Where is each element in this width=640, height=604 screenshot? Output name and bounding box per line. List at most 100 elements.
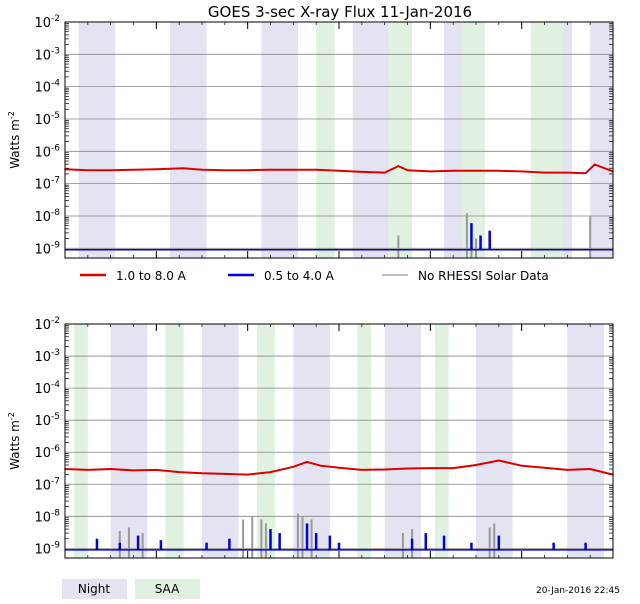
long-series-point-4 (155, 469, 158, 471)
long-series-point-13 (338, 466, 340, 469)
long-series-point-25 (593, 163, 596, 166)
y-tick-exponent: -3 (51, 348, 60, 358)
long-series-point-15 (397, 165, 400, 167)
night-band-2 (261, 22, 298, 258)
long-series-point-18 (452, 467, 454, 469)
saa-band-1 (389, 22, 413, 258)
long-series-point-9 (269, 168, 272, 171)
long-series-point-17 (429, 170, 432, 173)
y-axis-label-text: Watts m (8, 420, 22, 470)
long-series-point-3 (132, 168, 135, 171)
long-series-point-15 (383, 468, 386, 471)
y-tick-label: 10-8 (34, 508, 60, 525)
legend-box-saa (135, 579, 200, 599)
long-series-point-21 (520, 464, 523, 467)
y-tick-label: 10-4 (34, 79, 60, 96)
long-series-point-5 (182, 167, 185, 170)
long-series-point-8 (246, 169, 249, 172)
night-band-1 (202, 324, 239, 558)
long-series-point-23 (566, 171, 569, 174)
long-series-point-22 (543, 466, 546, 469)
long-series-line (64, 459, 614, 476)
night-band-6 (590, 22, 613, 258)
y-tick-label: 10-2 (34, 316, 60, 333)
saa-band-0 (74, 324, 88, 558)
saa-band-2 (256, 324, 276, 558)
y-tick-label: 10-7 (34, 176, 60, 193)
series-legend: 1.0 to 8.0 A 0.5 to 4.0 A No RHESSI Sola… (80, 269, 549, 283)
y-tick-exponent: -6 (51, 143, 60, 153)
y-tick-exponent: -7 (51, 476, 60, 486)
night-band-3 (384, 324, 422, 558)
night-band-2 (293, 324, 330, 558)
long-series-point-9 (269, 471, 272, 473)
long-series-point-20 (498, 459, 500, 462)
night-band-0 (110, 324, 148, 558)
y-tick-label: 10-5 (34, 111, 60, 128)
y-axis-label-sup: -2 (7, 412, 16, 420)
long-series-point-7 (224, 169, 226, 172)
y-tick-label: 10-2 (34, 14, 60, 31)
y-tick-label: 10-7 (34, 476, 60, 493)
long-series-point-7 (224, 473, 226, 475)
long-series-point-14 (383, 171, 386, 174)
y-tick-exponent: -4 (51, 79, 60, 89)
long-series-point-23 (566, 469, 569, 471)
plot-frame (64, 323, 614, 559)
y-tick-exponent: -5 (51, 111, 60, 121)
y-axis-label: Watts m-2 (7, 111, 22, 169)
long-series-point-24 (584, 172, 587, 175)
y-axis-label-sup: -2 (7, 111, 16, 119)
saa-band-0 (316, 22, 335, 258)
y-tick-exponent: -5 (51, 412, 60, 422)
y-tick-label: 10-3 (34, 46, 60, 63)
y-tick-exponent: -4 (51, 380, 60, 390)
y-tick-label: 10-4 (34, 380, 60, 397)
long-series-point-8 (246, 473, 249, 476)
plot-frame (64, 21, 614, 259)
y-tick-exponent: -8 (51, 508, 60, 518)
long-series-point-21 (520, 170, 523, 173)
saa-band-4 (434, 324, 449, 558)
saa-band-2 (462, 22, 486, 258)
long-series-point-12 (319, 464, 322, 467)
y-tick-label: 10-6 (34, 143, 60, 160)
long-series-point-16 (406, 467, 409, 470)
y-tick-exponent: -8 (51, 208, 60, 218)
y-tick-exponent: -2 (51, 316, 60, 326)
chart-title: GOES 3-sec X-ray Flux 11-Jan-2016 (208, 3, 472, 21)
saa-band-3 (530, 22, 563, 258)
long-series-point-5 (178, 471, 180, 473)
night-band-1 (170, 22, 207, 258)
long-series-point-19 (475, 464, 477, 466)
long-series-point-2 (109, 468, 112, 470)
long-series-point-20 (498, 169, 500, 172)
long-series-point-1 (87, 169, 89, 172)
legend-label-norhessi: No RHESSI Solar Data (418, 269, 549, 283)
night-band-5 (567, 324, 604, 558)
long-series-point-19 (475, 169, 477, 172)
y-tick-label: 10-6 (34, 444, 60, 461)
y-tick-label: 10-3 (34, 348, 60, 365)
legend-label-long: 1.0 to 8.0 A (116, 269, 187, 283)
y-tick-label: 10-8 (34, 208, 60, 225)
long-series-point-6 (201, 472, 203, 475)
long-series-point-11 (306, 461, 308, 463)
y-tick-exponent: -2 (51, 14, 60, 24)
long-series-point-12 (338, 169, 340, 172)
y-tick-exponent: -9 (51, 240, 60, 250)
long-series-point-11 (315, 168, 317, 171)
y-tick-exponent: -3 (51, 46, 60, 56)
legend-label-night: Night (78, 582, 111, 596)
night-band-3 (352, 22, 390, 258)
long-series-point-10 (292, 168, 295, 171)
night-band-4 (476, 324, 513, 558)
y-tick-exponent: -7 (51, 176, 60, 186)
saa-band-1 (165, 324, 184, 558)
legend-label-saa: SAA (155, 582, 180, 596)
long-series-point-18 (452, 169, 454, 172)
